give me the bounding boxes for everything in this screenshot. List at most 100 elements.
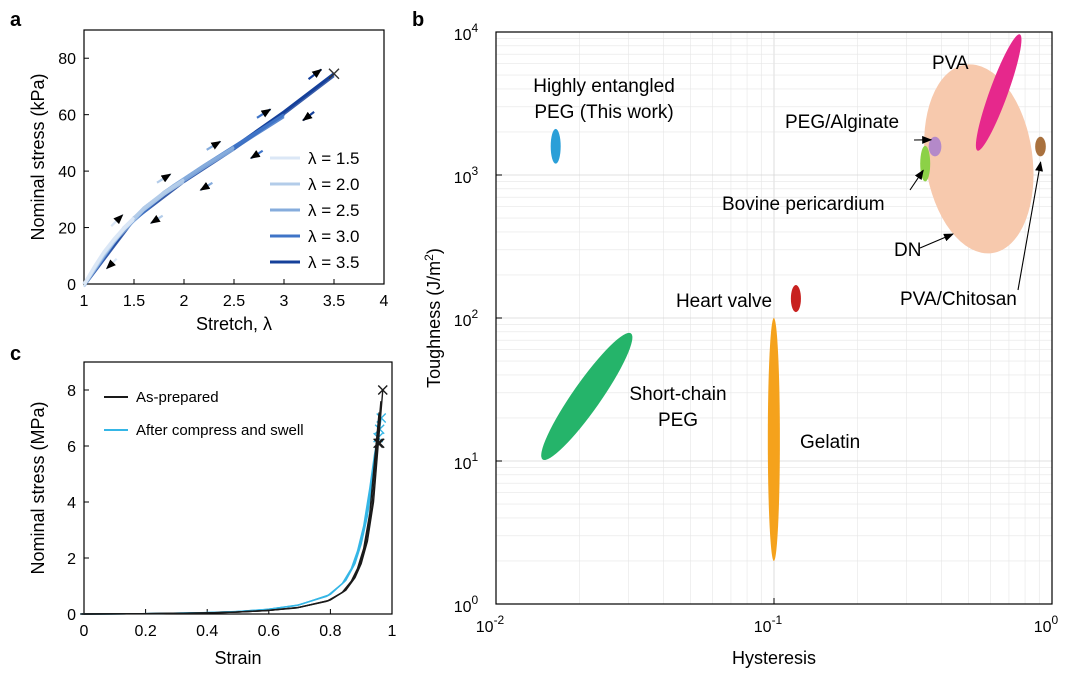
load-arrow-3-0 xyxy=(256,108,272,119)
series-unload-line-1-5 xyxy=(83,219,135,288)
fracture-point-as-prepared xyxy=(377,385,388,395)
region-short-chain-peg xyxy=(541,332,633,460)
load-arrow-2-0 xyxy=(156,173,172,184)
panel-a-y-tick-label: 0 xyxy=(67,277,76,294)
panel-b-x-tick-base: 10 xyxy=(476,619,494,636)
panel-b-y-tick-exp: 4 xyxy=(472,21,479,35)
panel-c-x-tick-label: 0.8 xyxy=(319,623,341,640)
series-line-2-5 xyxy=(82,145,235,285)
panel-a-x-tick-label: 4 xyxy=(380,293,389,310)
panel-a-x-tick-label: 3 xyxy=(280,293,289,310)
panel-b-x-tick-base: 10 xyxy=(754,619,772,636)
region-label-gelatin: Gelatin xyxy=(800,432,860,453)
panel-b-y-axis-label-part: Toughness (J/m xyxy=(424,261,444,388)
panel-b-y-tick-label: 103 xyxy=(454,164,479,187)
panel-b-x-tick-exp: 0 xyxy=(1052,613,1059,627)
unload-arrow-1-5 xyxy=(105,257,118,270)
region-heart-valve xyxy=(790,285,801,313)
series-line-3-0 xyxy=(82,113,285,285)
panel-c-y-tick-label: 6 xyxy=(67,439,76,456)
panel-b-chart: 10-2 10-1 100100101102103104HysteresisToug… xyxy=(422,21,1059,668)
panel-c-y-axis-label: Nominal stress (MPa) xyxy=(28,401,48,574)
legend-label-3-5: λ = 3.5 xyxy=(308,253,360,272)
panel-b-y-axis-label-sup: 2 xyxy=(422,254,436,261)
panel-a-fracture-marker xyxy=(328,68,340,80)
panel-letter-a: a xyxy=(10,9,22,31)
series-unload-line-2-0 xyxy=(83,181,185,288)
panel-b-y-tick-exp: 3 xyxy=(472,164,479,178)
arrow-dn xyxy=(919,233,954,249)
region-pva-chitosan xyxy=(1035,136,1046,157)
series-line-after-compress-and-swell xyxy=(82,427,381,615)
panel-b-x-tick-label: 10-1 xyxy=(754,613,783,636)
unload-arrow-2-5 xyxy=(199,181,213,192)
arrow-pva-chitosan xyxy=(1017,161,1043,291)
panel-b-y-axis-label-part: ) xyxy=(424,248,444,254)
panel-c-x-tick-label: 1 xyxy=(388,623,397,640)
panel-b-y-tick-label: 102 xyxy=(454,307,479,330)
panel-b-y-tick-exp: 2 xyxy=(472,307,479,321)
legend-label-3-0: λ = 3.0 xyxy=(308,227,360,246)
region-bovine-pericardium xyxy=(920,145,931,182)
panel-c-x-axis-label: Strain xyxy=(214,648,261,668)
series-unload-line-3-5 xyxy=(83,75,335,288)
panel-c-y-tick-label: 0 xyxy=(67,607,76,624)
panel-letter-b: b xyxy=(412,9,424,31)
region-gelatin xyxy=(767,318,780,561)
panel-c-x-tick-label: 0.2 xyxy=(134,623,156,640)
panel-a-x-tick-label: 1 xyxy=(80,293,89,310)
arrow-bovine-pericardium xyxy=(909,169,924,191)
legend-label-after-compress-and-swell: After compress and swell xyxy=(136,422,304,439)
region-label-dn: DN xyxy=(894,240,921,261)
panel-a-x-tick-label: 2.5 xyxy=(223,293,245,310)
fracture-point-as-prepared xyxy=(373,438,384,449)
unload-arrow-2-0 xyxy=(150,214,164,225)
panel-b-y-tick-label: 101 xyxy=(454,450,479,473)
panel-b-y-tick-base: 10 xyxy=(454,313,472,330)
panel-b-y-tick-exp: 0 xyxy=(472,593,479,607)
unload-arrow-3-0 xyxy=(250,149,264,160)
region-dn xyxy=(924,64,1034,254)
legend-label-2-0: λ = 2.0 xyxy=(308,175,360,194)
panel-c-y-tick-label: 4 xyxy=(67,495,76,512)
panel-a-y-tick-label: 20 xyxy=(58,221,76,238)
panel-b-y-tick-base: 10 xyxy=(454,599,472,616)
panel-a-y-axis-label: Nominal stress (kPa) xyxy=(28,73,48,240)
panel-b-y-tick-base: 10 xyxy=(454,27,472,44)
panel-b-y-tick-exp: 1 xyxy=(472,450,479,464)
panel-c-x-tick-label: 0.4 xyxy=(196,623,218,640)
region-label-highly-entangled-peg-this-work: Highly entangled xyxy=(533,76,675,97)
region-pva xyxy=(975,34,1022,151)
panel-a-x-axis-label: Stretch, λ xyxy=(196,314,272,334)
panel-c-x-tick-label: 0 xyxy=(80,623,89,640)
series-line-2-0 xyxy=(82,178,185,285)
region-label-heart-valve: Heart valve xyxy=(676,291,772,312)
legend-label-1-5: λ = 1.5 xyxy=(308,149,360,168)
panel-c-x-tick-label: 0.6 xyxy=(258,623,280,640)
panel-a-x-tick-label: 3.5 xyxy=(323,293,345,310)
panel-c-chart: 0 0.2 0.4 0.6 0.8 1 0 2 4 6 8 Strain Nominal stress … xyxy=(28,361,397,668)
region-label-short-chain-peg: PEG xyxy=(658,410,698,431)
panel-c-axes-box xyxy=(83,361,393,615)
fracture-point-as-prepared xyxy=(374,438,385,449)
panel-b-x-axis-label: Hysteresis xyxy=(732,648,816,668)
panel-b-x-tick-exp: -1 xyxy=(772,613,783,627)
panel-letter-c: c xyxy=(10,343,21,365)
region-label-highly-entangled-peg-this-work: PEG (This work) xyxy=(534,102,673,123)
panel-a-x-tick-label: 1.5 xyxy=(123,293,145,310)
region-label-peg-alginate: PEG/Alginate xyxy=(785,112,899,133)
unload-arrow-3-5 xyxy=(302,111,315,122)
panel-b-y-tick-label: 104 xyxy=(454,21,479,44)
region-highly-entangled-peg-this-work xyxy=(550,128,561,164)
load-arrow-1-5 xyxy=(110,214,124,227)
panel-c-y-tick-label: 2 xyxy=(67,551,76,568)
panel-b-y-axis-label: Toughness (J/m2) xyxy=(422,248,444,388)
panel-b-x-tick-label: 100 xyxy=(1034,613,1059,636)
panel-a-y-tick-label: 80 xyxy=(58,51,76,68)
region-label-pva-chitosan: PVA/Chitosan xyxy=(900,289,1017,310)
region-label-bovine-pericardium: Bovine pericardium xyxy=(722,194,885,215)
panel-b-x-tick-base: 10 xyxy=(1034,619,1052,636)
series-line-as-prepared xyxy=(80,412,380,615)
